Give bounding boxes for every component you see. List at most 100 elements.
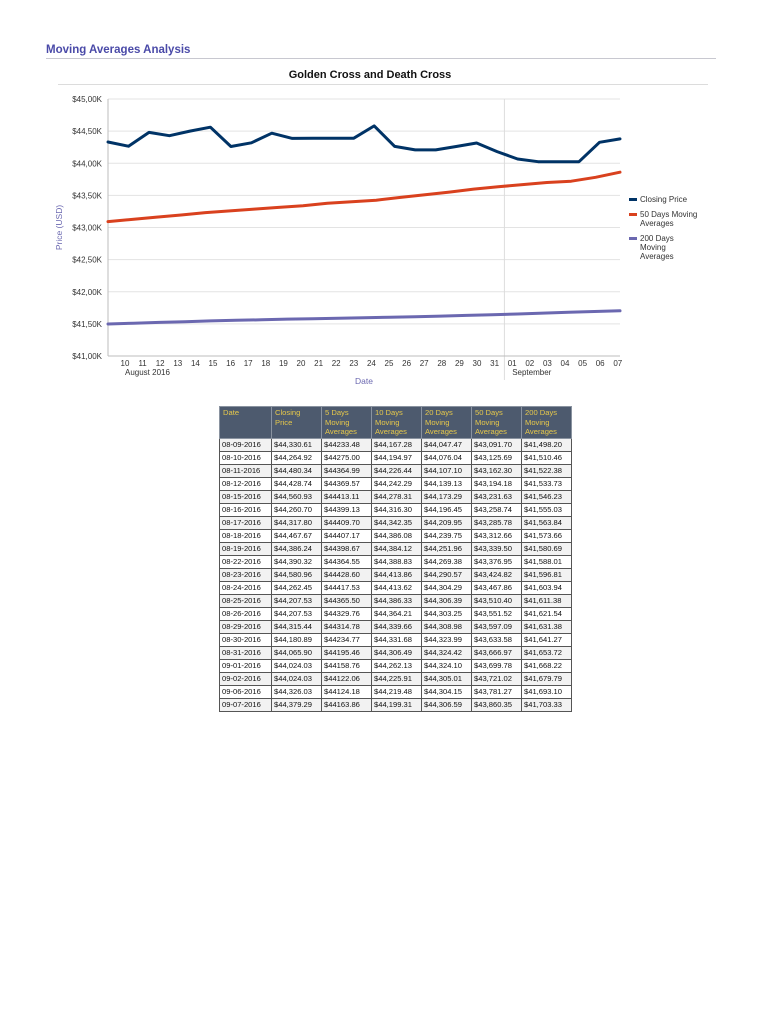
legend-label: Closing Price (640, 195, 688, 204)
table-cell: $44158.76 (321, 658, 372, 673)
table-cell: $44,306.59 (421, 697, 472, 712)
table-cell: $44233.48 (321, 437, 372, 452)
table-row: 08-16-2016 $44,260.70 $44399.13 $44,316.30 $… (219, 502, 572, 517)
x-tick-label: 01 (508, 359, 517, 368)
table-cell: $41,498.20 (521, 437, 572, 452)
table-cell: $44,305.01 (421, 671, 472, 686)
table-cell: $41,522.38 (521, 463, 572, 478)
table-cell: $44,260.70 (271, 502, 322, 517)
table-cell: $44,251.96 (421, 541, 472, 556)
table-row: 08-23-2016 $44,580.96 $44428.60 $44,413.86 $… (219, 567, 572, 582)
x-tick-label: 04 (561, 359, 570, 368)
table-cell: $44,306.49 (371, 645, 422, 660)
table-cell: $44163.86 (321, 697, 372, 712)
table-cell: $41,668.22 (521, 658, 572, 673)
series-line-1 (106, 124, 622, 164)
table-row: 08-10-2016 $44,264.92 $44275.00 $44,194.97 $… (219, 450, 572, 465)
table-cell: $44364.99 (321, 463, 372, 478)
table-cell: 08-18-2016 (219, 528, 272, 543)
table-cell: $43,125.69 (471, 450, 522, 465)
y-tick-label: $41,00K (72, 352, 102, 361)
x-tick-label: 07 (613, 359, 622, 368)
table-cell: $44,316.30 (371, 502, 422, 517)
table-header-cell: 50 Days Moving Averages (471, 406, 522, 439)
table-row: 08-26-2016 $44,207.53 $44329.76 $44,364.21 $… (219, 606, 572, 621)
table-row: 08-19-2016 $44,386.24 $44398.67 $44,384.12 $… (219, 541, 572, 556)
table-cell: $44,480.34 (271, 463, 322, 478)
table-cell: $44,242.29 (371, 476, 422, 491)
table-cell: $44,278.31 (371, 489, 422, 504)
y-tick-label: $44,00K (72, 159, 102, 168)
table-cell: $44407.17 (321, 528, 372, 543)
x-tick-label: 22 (332, 359, 341, 368)
table-cell: 08-29-2016 (219, 619, 272, 634)
table-cell: $44,225.91 (371, 671, 422, 686)
table-cell: $44,219.48 (371, 684, 422, 699)
x-tick-label: 05 (578, 359, 587, 368)
table-cell: 08-30-2016 (219, 632, 272, 647)
x-tick-label: 25 (385, 359, 394, 368)
table-cell: $44,269.38 (421, 554, 472, 569)
x-tick-label: 13 (173, 359, 182, 368)
table-cell: $44,413.62 (371, 580, 422, 595)
x-tick-label: 17 (244, 359, 253, 368)
chart-legend: Closing Price 50 Days Moving Averages 200 … (629, 195, 719, 267)
table-row: 08-29-2016 $44,315.44 $44314.78 $44,339.66 $… (219, 619, 572, 634)
table-cell: 08-22-2016 (219, 554, 272, 569)
table-cell: $44,304.29 (421, 580, 472, 595)
table-header-cell: 20 Days Moving Averages (421, 406, 472, 439)
y-tick-label: $41,50K (72, 320, 102, 329)
data-table-container: Date Closing Price 5 Days Moving Averages 1… (219, 406, 572, 712)
table-cell: $44,326.03 (271, 684, 322, 699)
table-cell: $44,047.47 (421, 437, 472, 452)
table-cell: $44,173.29 (421, 489, 472, 504)
table-cell: $44,306.39 (421, 593, 472, 608)
table-row: 08-09-2016 $44,330.61 $44233.48 $44,167.28 $… (219, 437, 572, 452)
table-cell: $44124.18 (321, 684, 372, 699)
table-cell: $44398.67 (321, 541, 372, 556)
table-row: 08-30-2016 $44,180.89 $44234.77 $44,331.68 $… (219, 632, 572, 647)
table-cell: $43,860.35 (471, 697, 522, 712)
table-cell: $44275.00 (321, 450, 372, 465)
y-tick-label: $44,50K (72, 127, 102, 136)
table-cell: 09-01-2016 (219, 658, 272, 673)
table-cell: 08-11-2016 (219, 463, 272, 478)
x-tick-label: 28 (437, 359, 446, 368)
table-cell: $43,551.52 (471, 606, 522, 621)
table-cell: $41,603.94 (521, 580, 572, 595)
table-cell: $44,024.03 (271, 671, 322, 686)
x-tick-label: 15 (209, 359, 218, 368)
table-cell: $44,386.08 (371, 528, 422, 543)
table-cell: $44329.76 (321, 606, 372, 621)
table-cell: $41,653.72 (521, 645, 572, 660)
x-tick-label: 11 (138, 359, 147, 368)
table-cell: 08-19-2016 (219, 541, 272, 556)
table-cell: 09-07-2016 (219, 697, 272, 712)
y-tick-label: $42,50K (72, 256, 102, 265)
table-cell: $44,180.89 (271, 632, 322, 647)
x-tick-label: 31 (490, 359, 499, 368)
table-cell: $43,258.74 (471, 502, 522, 517)
table-cell: $44,467.67 (271, 528, 322, 543)
table-body: 08-09-2016 $44,330.61 $44233.48 $44,167.28 $… (219, 437, 572, 712)
table-cell: $41,546.23 (521, 489, 572, 504)
table-row: 08-25-2016 $44,207.53 $44365.50 $44,386.33 $… (219, 593, 572, 608)
table-header-cell: Closing Price (271, 406, 322, 439)
table-row: 09-07-2016 $44,379.29 $44163.86 $44,199.31 $… (219, 697, 572, 712)
table-cell: $43,666.97 (471, 645, 522, 660)
table-cell: 08-09-2016 (219, 437, 272, 452)
table-cell: $43,781.27 (471, 684, 522, 699)
table-cell: $44365.50 (321, 593, 372, 608)
table-cell: $44,331.68 (371, 632, 422, 647)
table-cell: $44,167.28 (371, 437, 422, 452)
table-cell: $41,611.38 (521, 593, 572, 608)
table-cell: $44369.57 (321, 476, 372, 491)
table-row: 08-24-2016 $44,262.45 $44417.53 $44,413.62 $… (219, 580, 572, 595)
table-row: 08-11-2016 $44,480.34 $44364.99 $44,226.44 $… (219, 463, 572, 478)
table-cell: $44,199.31 (371, 697, 422, 712)
table-row: 09-01-2016 $44,024.03 $44158.76 $44,262.13 $… (219, 658, 572, 673)
x-tick-label: 12 (156, 359, 165, 368)
x-tick-label: 06 (596, 359, 605, 368)
table-cell: $44195.46 (321, 645, 372, 660)
table-cell: $44,317.80 (271, 515, 322, 530)
